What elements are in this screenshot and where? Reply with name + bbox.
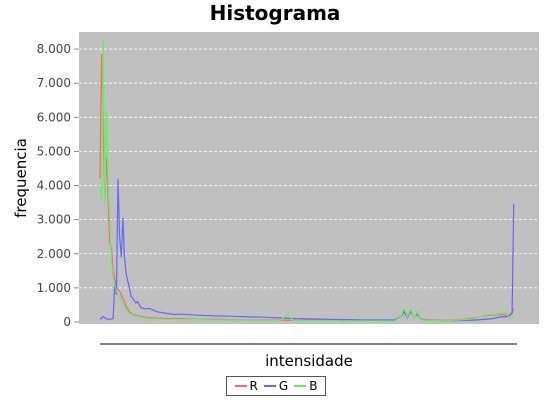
x-axis-label: intensidade [265, 352, 353, 370]
y-axis-ticks: 0 1.000 2.000 3.000 4.000 5.000 6.000 7.000 8.00… [37, 42, 79, 329]
y-tick-label: 4.000 [37, 179, 71, 193]
legend-label-b: B [309, 379, 318, 393]
y-tick-label: 1.000 [37, 281, 71, 295]
y-tick-label: 0 [63, 315, 71, 329]
legend-item-r: R [234, 379, 258, 393]
y-tick-label: 5.000 [37, 144, 71, 158]
legend-swatch-b [294, 385, 307, 387]
y-tick-label: 8.000 [37, 42, 71, 56]
plot-area [79, 32, 539, 324]
legend-label-r: R [249, 379, 258, 393]
y-axis-label: frequencia [12, 138, 30, 218]
series-lines [99, 40, 515, 322]
y-tick-label: 6.000 [37, 110, 71, 124]
legend-swatch-r [234, 385, 247, 387]
legend-item-b: B [294, 379, 317, 393]
y-tick-label: 2.000 [37, 247, 71, 261]
series-line-b [99, 40, 515, 322]
legend-label-g: G [278, 379, 289, 393]
grid-lines [79, 48, 539, 289]
chart-title: Histograma [210, 1, 341, 25]
y-tick-label: 3.000 [37, 213, 71, 227]
y-tick-label: 7.000 [37, 76, 71, 90]
legend-item-g: G [263, 379, 289, 393]
legend: R G B [226, 376, 326, 396]
legend-swatch-g [263, 385, 276, 387]
